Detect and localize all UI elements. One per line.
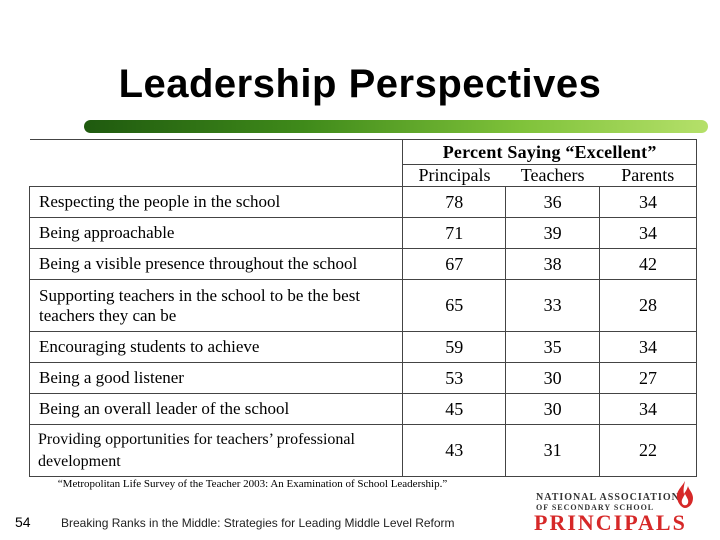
table-row: Being approachable 71 39 34	[28, 217, 697, 249]
footer-text: Breaking Ranks in the Middle: Strategies…	[61, 516, 455, 530]
group-header: Percent Saying “Excellent”	[402, 139, 697, 165]
parents-value: 34	[599, 217, 697, 249]
row-label: Being a good listener	[28, 362, 403, 394]
flame-icon	[676, 481, 693, 508]
table-row: Respecting the people in the school 78 3…	[28, 186, 697, 218]
logo-line-1: NATIONAL ASSOCIATION	[536, 492, 680, 503]
teachers-value: 39	[505, 217, 600, 249]
teachers-value: 30	[505, 393, 600, 425]
teachers-value: 33	[505, 279, 600, 332]
principals-value: 53	[402, 362, 506, 394]
teachers-value: 31	[505, 424, 600, 477]
row-label: Supporting teachers in the school to be …	[28, 279, 403, 332]
row-label: Encouraging students to achieve	[28, 331, 403, 363]
slide-number: 54	[15, 514, 31, 530]
teachers-value: 30	[505, 362, 600, 394]
table-column-header-row: Principals Teachers Parents	[30, 164, 697, 187]
nassp-logo: NATIONAL ASSOCIATION OF SECONDARY SCHOOL…	[534, 480, 710, 535]
principals-value: 67	[402, 248, 506, 280]
parents-value: 42	[599, 248, 697, 280]
row-label: Being an overall leader of the school	[28, 393, 403, 425]
row-label: Respecting the people in the school	[28, 186, 403, 218]
column-header-teachers: Teachers	[505, 164, 600, 187]
source-citation: “Metropolitan Life Survey of the Teacher…	[57, 478, 448, 490]
row-label: Providing opportunities for teachers’ pr…	[28, 424, 403, 477]
principals-value: 43	[402, 424, 506, 477]
table-row: Encouraging students to achieve 59 35 34	[28, 331, 697, 363]
title-underline-bar	[84, 120, 708, 133]
slide-title: Leadership Perspectives	[118, 62, 602, 106]
survey-table: Percent Saying “Excellent” Principals Te…	[28, 139, 697, 477]
logo-line-2: OF SECONDARY SCHOOL	[536, 503, 655, 512]
principals-value: 45	[402, 393, 506, 425]
logo-line-3: PRINCIPALS	[534, 510, 687, 535]
parents-value: 22	[599, 424, 697, 477]
row-label: Being a visible presence throughout the …	[28, 248, 403, 280]
parents-value: 34	[599, 393, 697, 425]
parents-value: 27	[599, 362, 697, 394]
teachers-value: 36	[505, 186, 600, 218]
parents-value: 34	[599, 331, 697, 363]
table-group-header-row: Percent Saying “Excellent”	[29, 139, 697, 165]
parents-value: 34	[599, 186, 697, 218]
principals-value: 59	[402, 331, 506, 363]
principals-value: 65	[402, 279, 506, 332]
teachers-value: 38	[505, 248, 600, 280]
table-row: Being a good listener 53 30 27	[28, 362, 697, 394]
principals-value: 78	[402, 186, 506, 218]
table-row: Being an overall leader of the school 45…	[28, 393, 697, 425]
column-header-principals: Principals	[402, 164, 506, 187]
row-label: Being approachable	[28, 217, 403, 249]
parents-value: 28	[599, 279, 697, 332]
table-row: Being a visible presence throughout the …	[28, 248, 697, 280]
table-row: Providing opportunities for teachers’ pr…	[28, 424, 697, 477]
principals-value: 71	[402, 217, 506, 249]
column-header-parents: Parents	[599, 164, 697, 187]
teachers-value: 35	[505, 331, 600, 363]
table-row: Supporting teachers in the school to be …	[28, 279, 697, 332]
